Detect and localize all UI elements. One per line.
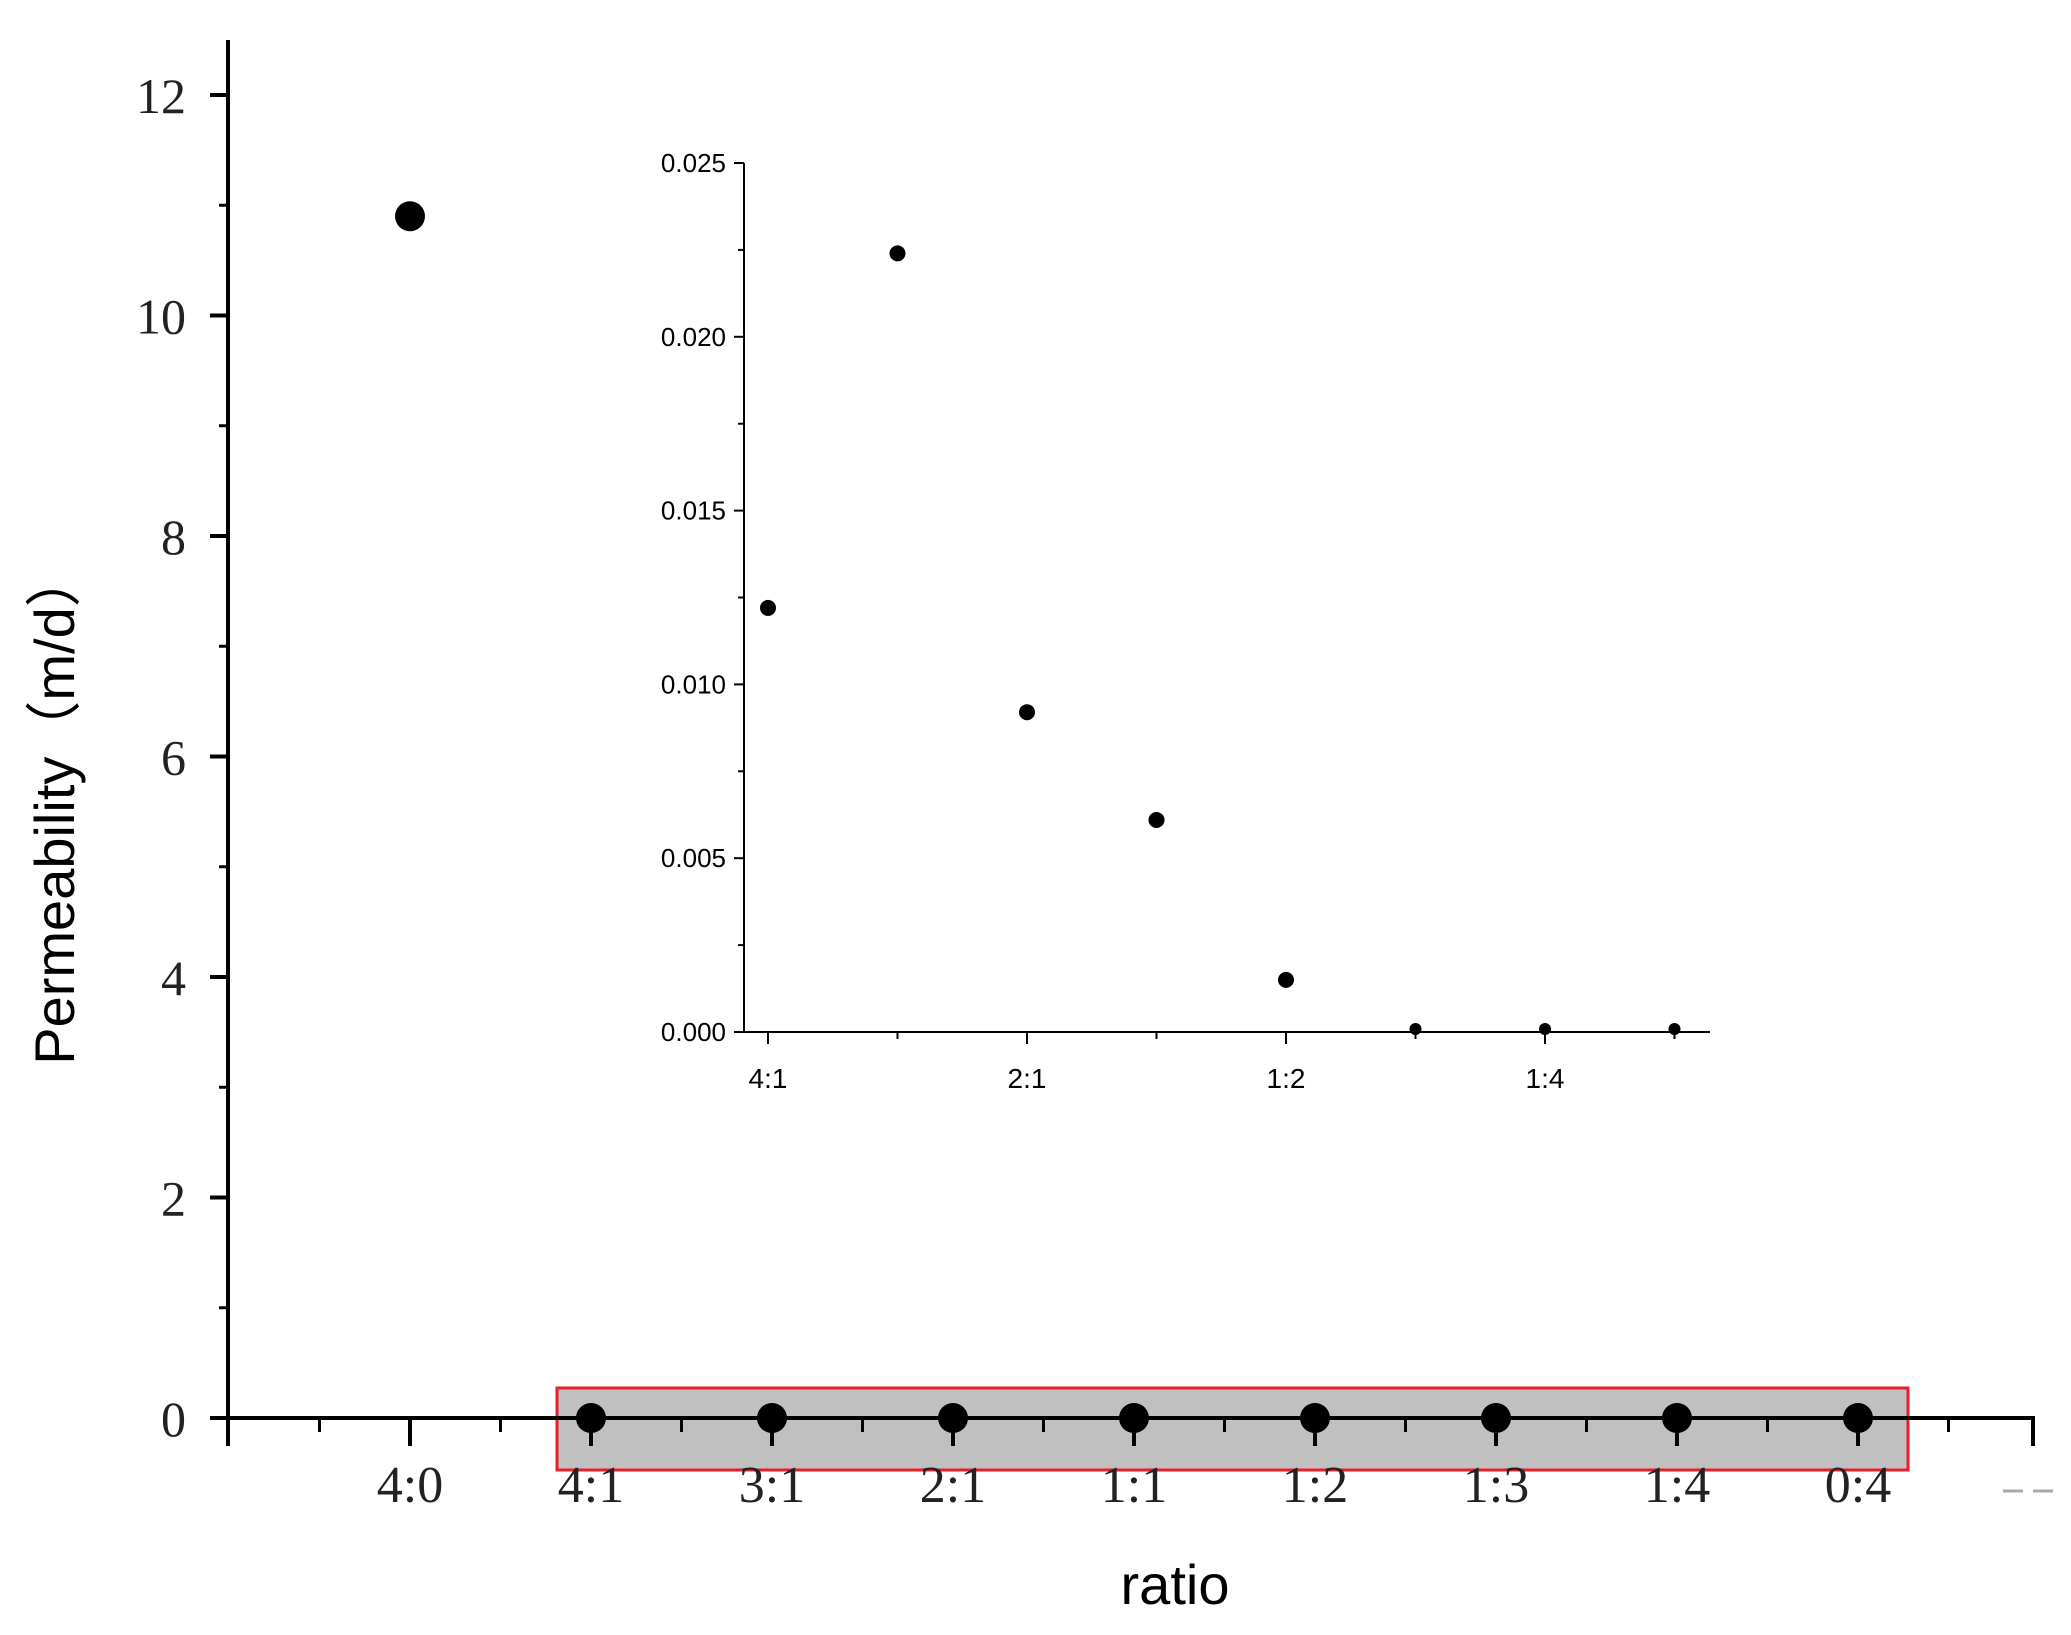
- x-tick-label: 1:3: [1463, 1457, 1529, 1514]
- inset-x-tick-label: 2:1: [1008, 1063, 1047, 1094]
- x-tick-label: 2:1: [920, 1457, 986, 1514]
- main-axes: [226, 40, 2035, 1446]
- main-plot: 0 2 4 6 8 10 12 4:0 4:1 3:1 2:1 1:1 1:2 1:3 1:4 0:4 ra…: [23, 40, 2035, 1616]
- x-tick-label: 1:2: [1282, 1457, 1348, 1514]
- x-tick-label: 4:1: [558, 1457, 624, 1514]
- main-points: [395, 201, 1908, 1433]
- inset-x-ticks: 4:1 2:1 1:2 1:4: [749, 1032, 1676, 1094]
- y-tick-label: 2: [161, 1171, 186, 1227]
- x-tick-label: 3:1: [739, 1457, 805, 1514]
- y-tick-label: 12: [136, 68, 186, 124]
- inset-y-tick-label: 0.025: [661, 148, 726, 178]
- y-tick-label: 6: [161, 730, 186, 786]
- y-tick-label: 10: [136, 289, 186, 345]
- main-x-ticks: 4:0 4:1 3:1 2:1 1:1 1:2 1:3 1:4 0:4: [318, 1418, 1950, 1514]
- inset-plot: 0.000 0.005 0.010 0.015 0.020 0.025 4:1 2:1 1:2…: [661, 148, 1710, 1094]
- inset-points: [760, 245, 1681, 1035]
- data-point: [395, 201, 425, 232]
- inset-data-point: [1668, 1023, 1681, 1035]
- main-y-ticks: 0 2 4 6 8 10 12: [136, 68, 228, 1447]
- inset-x-tick-label: 4:1: [749, 1063, 788, 1094]
- inset-data-point: [1148, 811, 1165, 828]
- inset-data-point: [1539, 1023, 1551, 1035]
- inset-y-tick-label: 0.020: [661, 322, 726, 352]
- inset-data-point: [1409, 1023, 1422, 1035]
- inset-y-tick-label: 0.010: [661, 669, 726, 699]
- inset-y-tick-label: 0.000: [661, 1017, 726, 1047]
- inset-y-tick-label: 0.005: [661, 843, 726, 873]
- y-axis-title: Permeability（m/d）: [23, 551, 86, 1064]
- inset-y-tick-label: 0.015: [661, 496, 726, 526]
- inset-x-tick-label: 1:2: [1267, 1063, 1306, 1094]
- x-tick-label: 0:4: [1825, 1457, 1891, 1514]
- inset-data-point: [1278, 971, 1294, 988]
- inset-data-point: [1019, 704, 1035, 721]
- x-tick-label: 1:1: [1101, 1457, 1167, 1514]
- y-tick-label: 8: [161, 509, 186, 565]
- y-tick-label: 0: [161, 1391, 186, 1447]
- inset-y-ticks: 0.000 0.005 0.010 0.015 0.020 0.025: [661, 148, 744, 1047]
- x-axis-title: ratio: [1121, 1553, 1230, 1616]
- x-tick-label: 1:4: [1644, 1457, 1710, 1514]
- inset-x-tick-label: 1:4: [1526, 1063, 1565, 1094]
- inset-axes: [743, 163, 1710, 1033]
- y-tick-label: 4: [161, 950, 186, 1006]
- inset-data-point: [760, 599, 776, 616]
- inset-data-point: [889, 245, 906, 262]
- x-tick-label: 4:0: [377, 1457, 443, 1514]
